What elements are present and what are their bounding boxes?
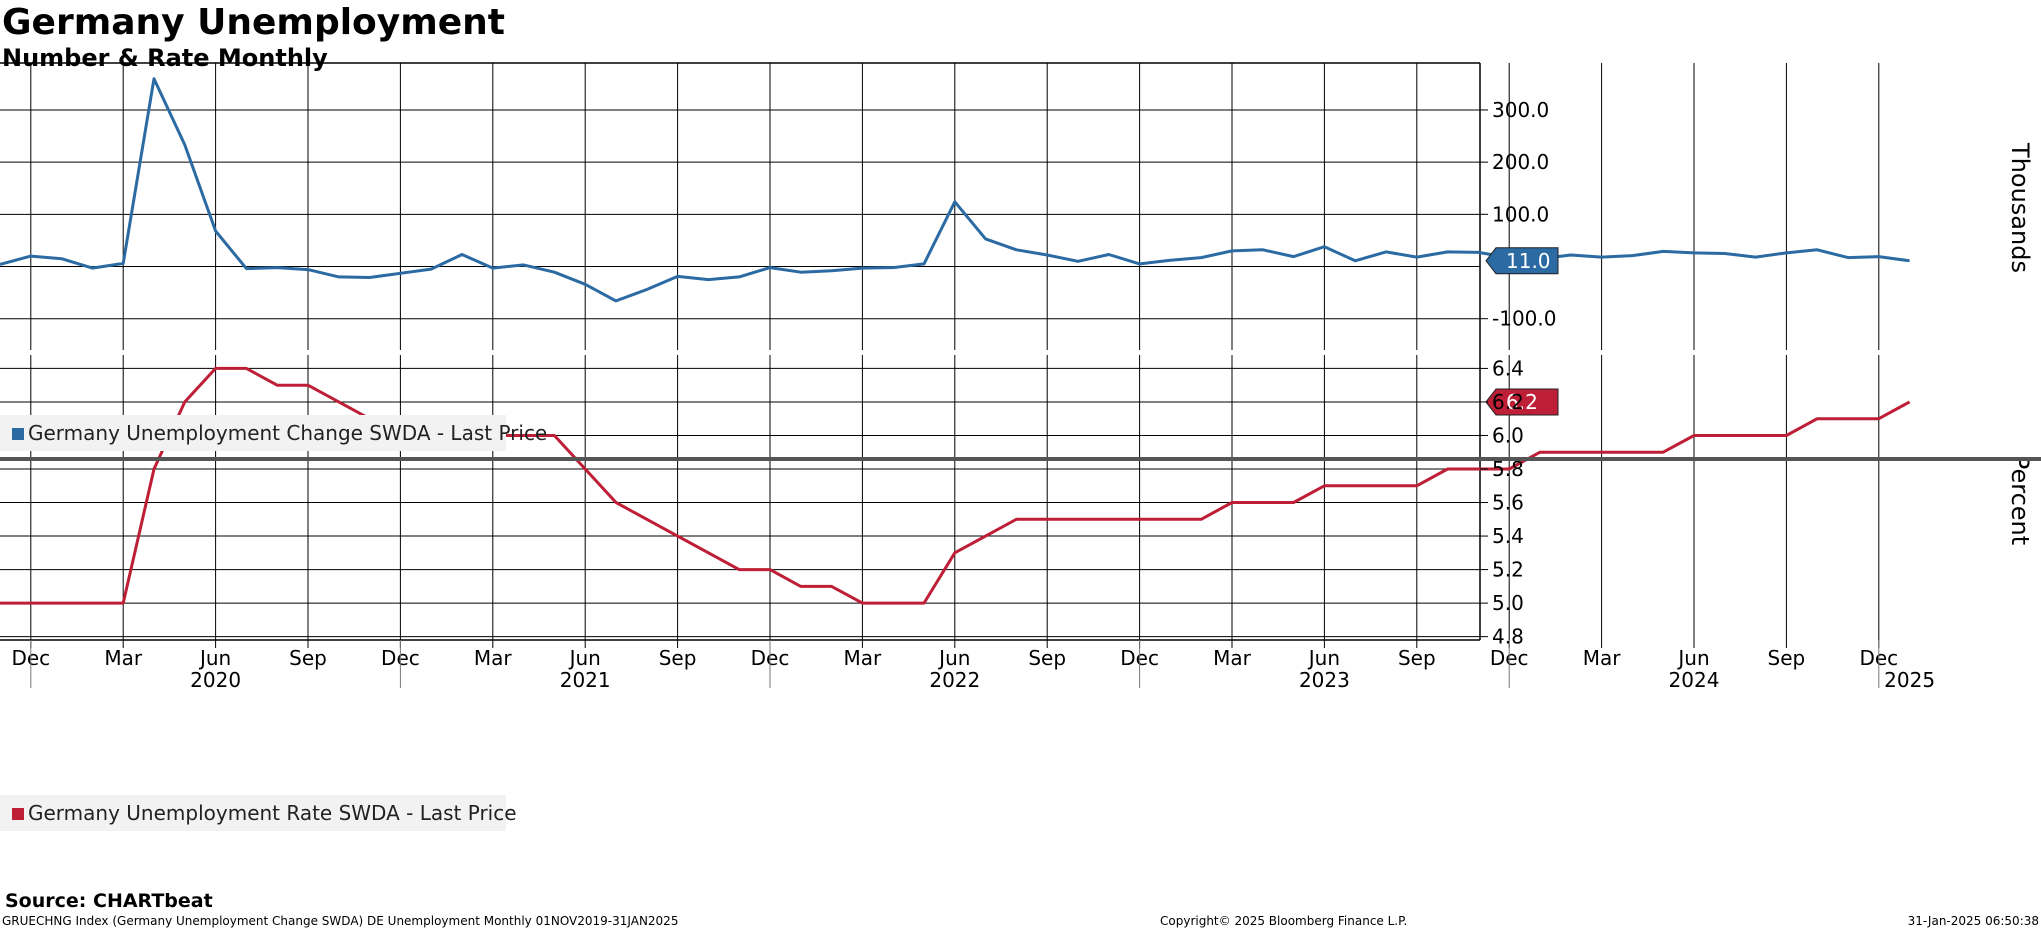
x-tick-label: Jun (1676, 646, 1709, 670)
lower-y-axis-title: Percent (2006, 455, 2034, 545)
change-series (0, 77, 1910, 303)
source-note: Source: CHARTbeat (5, 890, 213, 912)
lower-y-tick-label: 6.0 (1492, 423, 1524, 447)
x-tick-label: Mar (474, 646, 513, 670)
upper-y-tick-label: 100.0 (1492, 202, 1549, 226)
legends: Germany Unemployment Change SWDA - Last … (0, 415, 547, 831)
x-year-label: 2021 (560, 668, 611, 692)
lower-y-tick-label: 5.6 (1492, 491, 1524, 515)
lower-panel-grid (0, 355, 1880, 641)
x-year-label: 2020 (190, 668, 241, 692)
upper-y-tick-label: 300.0 (1492, 98, 1549, 122)
rate-legend-label: Germany Unemployment Rate SWDA - Last Pr… (28, 801, 517, 825)
rate-legend-bg (0, 795, 506, 831)
x-year-label: 2024 (1669, 668, 1720, 692)
lower-y-tick-label: 5.2 (1492, 558, 1524, 582)
upper-y-tick-label: -100.0 (1492, 307, 1556, 331)
x-tick-label: Mar (844, 646, 883, 670)
rate-series (0, 366, 1911, 605)
chart-title: Germany Unemployment (2, 2, 506, 43)
lower-y-tick-label: 4.8 (1492, 625, 1524, 649)
index-info: GRUECHNG Index (Germany Unemployment Cha… (2, 914, 679, 928)
change-series-last-value-tag (1485, 247, 1559, 275)
upper-panel-grid (0, 62, 1880, 640)
x-tick-label: Sep (1398, 646, 1436, 670)
rate-series-last-value-label: 6.2 (1506, 390, 1538, 414)
lower-y-tick-label: 5.4 (1492, 524, 1524, 548)
timestamp: 31-Jan-2025 06:50:38 (1907, 914, 2039, 928)
lower-y-tick-label: 6.4 (1492, 356, 1524, 380)
lower-y-tick-label: 6.2 (1492, 390, 1524, 414)
x-tick-label: Sep (289, 646, 327, 670)
x-tick-label: Mar (104, 646, 143, 670)
rate-legend-swatch (12, 808, 24, 820)
rate-series-last-value-tag (1485, 388, 1559, 416)
panel-separator (0, 457, 2041, 461)
change-legend-bg (0, 415, 506, 451)
x-tick-label: Sep (1028, 646, 1066, 670)
x-tick-label: Sep (659, 646, 697, 670)
panel-separator-bar (0, 457, 2041, 461)
rate-series-line: 6.2 (0, 366, 1911, 605)
upper-y-tick-label: 200.0 (1492, 150, 1549, 174)
axis-labels: Dec Mar Jun Sep Dec Mar Jun Sep Dec Mar Jun Sep Dec M… (11, 98, 2034, 692)
lower-y-tick-label: 5.0 (1492, 591, 1524, 615)
x-tick-label: Jun (1307, 646, 1340, 670)
change-legend-swatch (12, 428, 24, 440)
chart-subtitle: Number & Rate Monthly (2, 44, 328, 72)
change-series-line: 11.0 (0, 77, 1910, 303)
x-year-label: 2025 (1884, 668, 1935, 692)
x-tick-label: Jun (937, 646, 970, 670)
x-tick-label: Sep (1768, 646, 1806, 670)
copyright: Copyright© 2025 Bloomberg Finance L.P. (1160, 914, 1408, 928)
change-legend-label: Germany Unemployment Change SWDA - Last … (28, 421, 547, 445)
x-tick-label: Mar (1213, 646, 1252, 670)
x-year-label: 2023 (1299, 668, 1350, 692)
x-tick-label: Mar (1583, 646, 1622, 670)
change-series-last-value-label: 11.0 (1506, 249, 1551, 273)
upper-y-axis-title: Thousands (2006, 142, 2034, 273)
x-tick-label: Jun (198, 646, 231, 670)
x-year-label: 2022 (929, 668, 980, 692)
x-tick-label: Jun (568, 646, 601, 670)
